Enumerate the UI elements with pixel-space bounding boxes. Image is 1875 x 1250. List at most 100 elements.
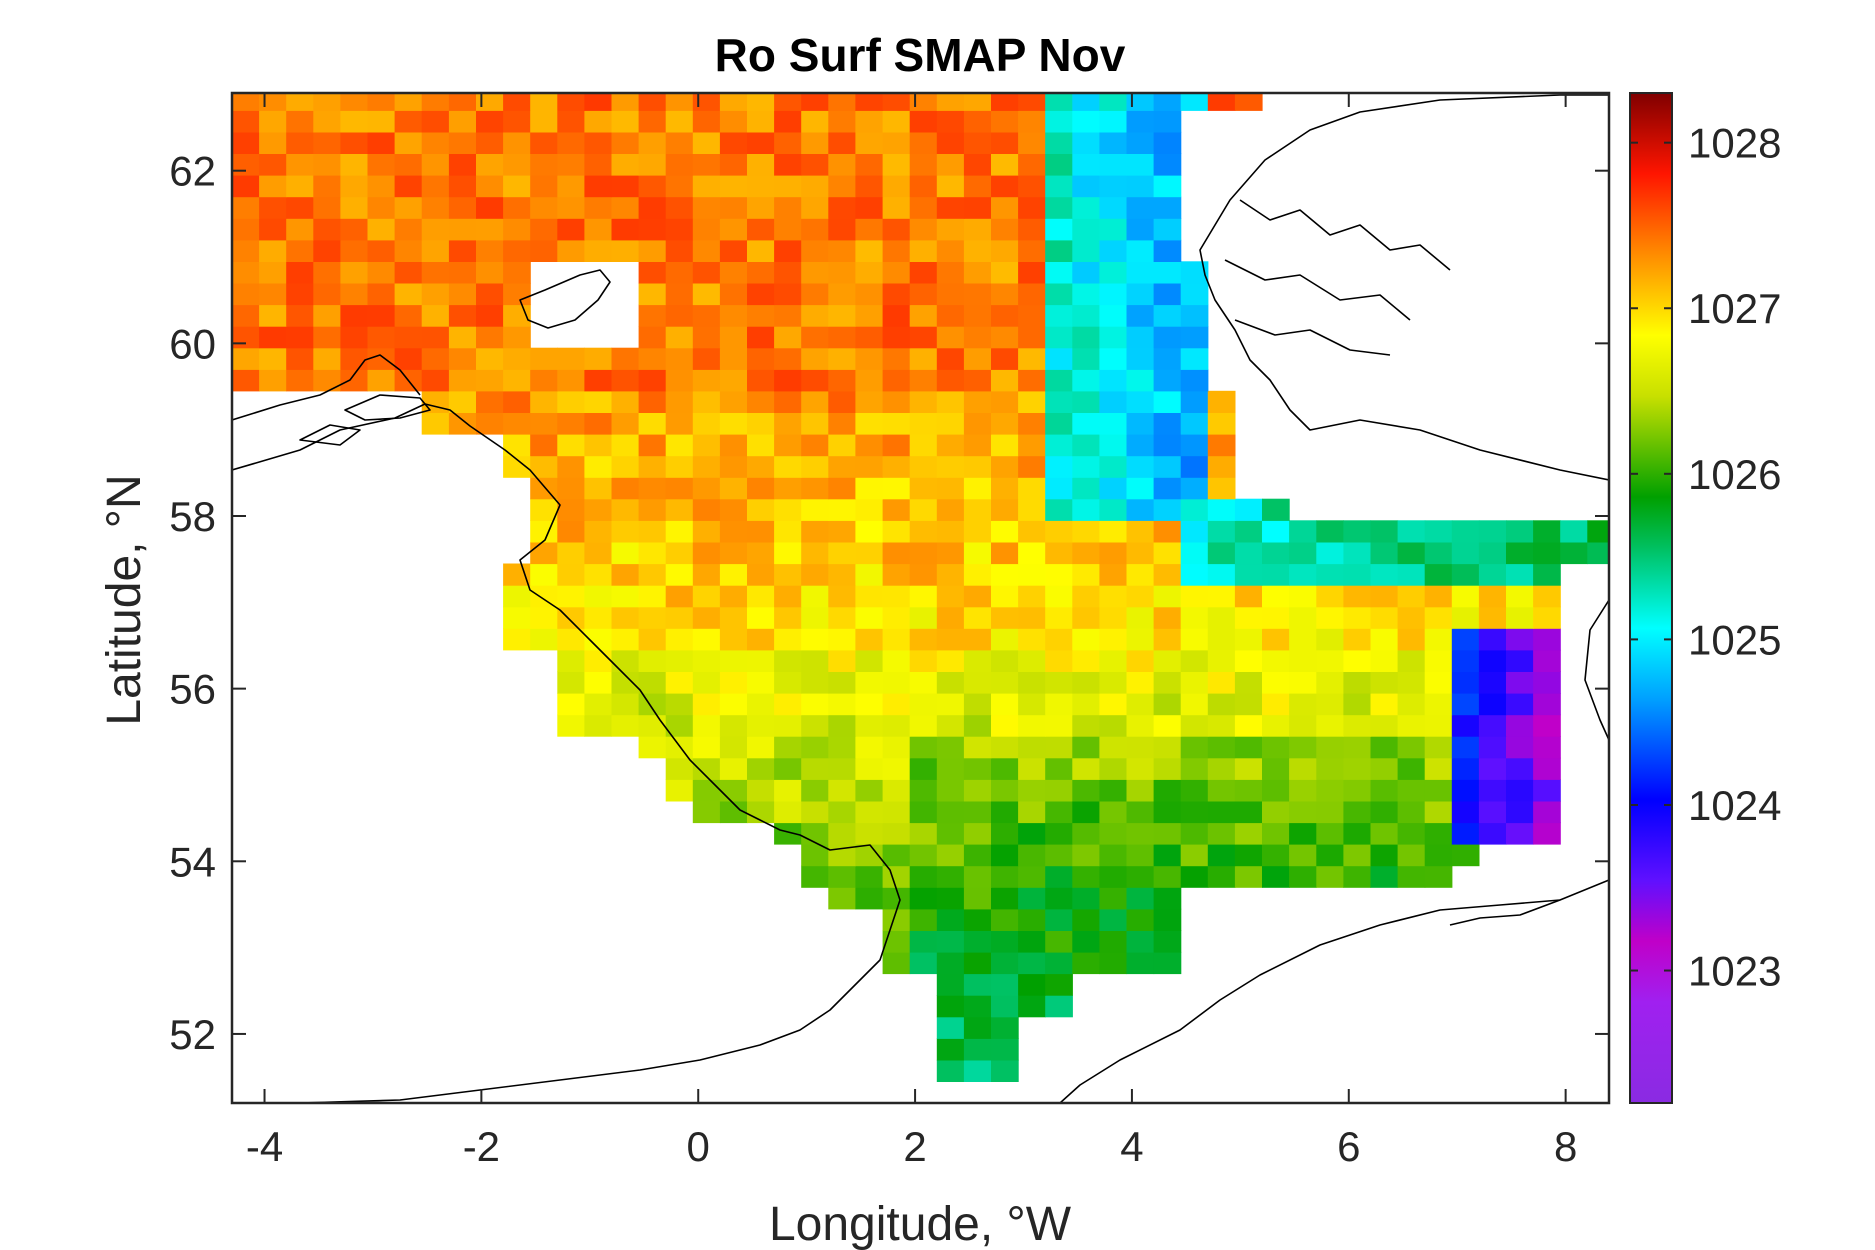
- salinity-cell: [259, 261, 287, 284]
- salinity-cell: [638, 714, 667, 737]
- salinity-cell: [1234, 585, 1263, 608]
- salinity-cell: [1478, 757, 1507, 780]
- salinity-cell: [611, 347, 640, 370]
- salinity-cell: [1018, 541, 1046, 565]
- salinity-cell: [1506, 585, 1534, 608]
- salinity-cell: [1506, 649, 1534, 672]
- salinity-cell: [882, 736, 911, 759]
- salinity-cell: [1316, 585, 1344, 608]
- salinity-cell: [232, 282, 260, 306]
- salinity-cell: [1126, 520, 1155, 543]
- salinity-cell: [557, 671, 585, 694]
- salinity-cell: [991, 477, 1019, 500]
- salinity-cell: [584, 412, 613, 435]
- salinity-cell: [232, 261, 260, 284]
- salinity-cell: [801, 498, 829, 521]
- salinity-cell: [1018, 714, 1046, 737]
- salinity-cell: [1018, 908, 1046, 931]
- salinity-cell: [1262, 606, 1290, 629]
- salinity-cell: [774, 282, 802, 306]
- salinity-cell: [638, 110, 667, 133]
- salinity-cell: [719, 649, 748, 672]
- salinity-cell: [232, 131, 260, 154]
- salinity-cell: [774, 196, 802, 219]
- salinity-cell: [259, 131, 287, 154]
- salinity-cell: [1099, 347, 1128, 370]
- salinity-cell: [557, 649, 585, 672]
- salinity-cell: [855, 261, 884, 284]
- salinity-cell: [503, 218, 531, 241]
- salinity-cell: [963, 390, 992, 413]
- salinity-cell: [638, 455, 667, 478]
- salinity-cell: [1424, 714, 1453, 737]
- salinity-cell: [313, 153, 341, 176]
- salinity-cell: [530, 131, 558, 154]
- salinity-cell: [421, 369, 450, 392]
- salinity-cell: [1072, 930, 1100, 953]
- salinity-cell: [1072, 175, 1100, 198]
- salinity-cell: [1018, 865, 1046, 888]
- salinity-cell: [584, 175, 613, 198]
- salinity-cell: [801, 326, 829, 349]
- salinity-cell: [584, 434, 613, 457]
- salinity-cell: [503, 563, 531, 586]
- salinity-cell: [1424, 865, 1453, 888]
- salinity-cell: [476, 153, 504, 176]
- salinity-cell: [747, 736, 775, 759]
- salinity-cell: [1099, 649, 1128, 672]
- salinity-cell: [692, 218, 721, 241]
- salinity-cell: [1533, 520, 1561, 543]
- salinity-cell: [855, 541, 884, 565]
- salinity-cell: [1370, 800, 1399, 824]
- salinity-cell: [1126, 693, 1155, 716]
- salinity-cell: [774, 412, 802, 435]
- salinity-cell: [1370, 671, 1399, 694]
- salinity-cell: [1560, 520, 1588, 543]
- salinity-cell: [1180, 304, 1209, 327]
- salinity-cell: [1072, 196, 1100, 219]
- salinity-cell: [882, 951, 911, 975]
- salinity-cell: [828, 887, 856, 910]
- salinity-cell: [882, 93, 911, 111]
- salinity-cell: [476, 196, 504, 219]
- salinity-cell: [286, 93, 314, 111]
- salinity-cell: [1207, 628, 1236, 651]
- salinity-cell: [855, 153, 884, 176]
- salinity-cell: [1072, 412, 1100, 435]
- x-tick-label: -2: [463, 1123, 500, 1170]
- salinity-cell: [448, 304, 477, 327]
- salinity-cell: [1180, 477, 1209, 500]
- salinity-cell: [747, 131, 775, 154]
- salinity-cell: [232, 347, 260, 370]
- salinity-cell: [828, 585, 856, 608]
- salinity-cell: [963, 779, 992, 802]
- salinity-cell: [367, 326, 396, 349]
- salinity-cell: [1018, 347, 1046, 370]
- salinity-cell: [584, 369, 613, 392]
- salinity-cell: [882, 110, 911, 133]
- salinity-cell: [909, 153, 938, 176]
- salinity-cell: [719, 606, 748, 629]
- salinity-cell: [991, 455, 1019, 478]
- salinity-cell: [855, 585, 884, 608]
- salinity-cell: [719, 671, 748, 694]
- salinity-cell: [1180, 585, 1209, 608]
- salinity-cell: [963, 930, 992, 953]
- salinity-cell: [882, 757, 911, 780]
- salinity-cell: [557, 714, 585, 737]
- salinity-cell: [936, 995, 965, 1018]
- salinity-cell: [747, 628, 775, 651]
- salinity-cell: [855, 498, 884, 521]
- colorbar: 1023 1024 1025 1026 1027 1028: [1629, 92, 1781, 1104]
- salinity-cell: [909, 477, 938, 500]
- salinity-cell: [1099, 563, 1128, 586]
- salinity-cell: [855, 175, 884, 198]
- salinity-cell: [1126, 477, 1155, 500]
- salinity-cell: [692, 693, 721, 716]
- salinity-cell: [503, 434, 531, 457]
- salinity-cell: [1018, 951, 1046, 975]
- salinity-cell: [828, 671, 856, 694]
- salinity-cell: [936, 369, 965, 392]
- salinity-cell: [286, 175, 314, 198]
- salinity-cell: [1478, 714, 1507, 737]
